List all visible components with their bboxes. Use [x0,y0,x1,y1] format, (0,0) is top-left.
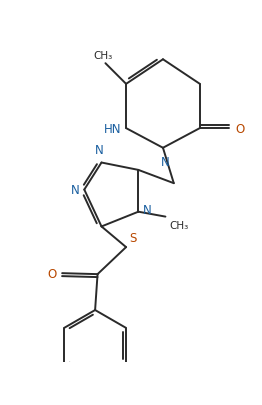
Text: N: N [71,183,79,196]
Text: N: N [95,144,103,157]
Text: N: N [161,155,169,168]
Text: O: O [235,122,244,135]
Text: S: S [129,232,137,245]
Text: CH₃: CH₃ [93,51,113,61]
Text: O: O [47,267,56,280]
Text: CH₃: CH₃ [169,220,189,230]
Text: N: N [143,203,152,216]
Text: HN: HN [104,122,121,135]
